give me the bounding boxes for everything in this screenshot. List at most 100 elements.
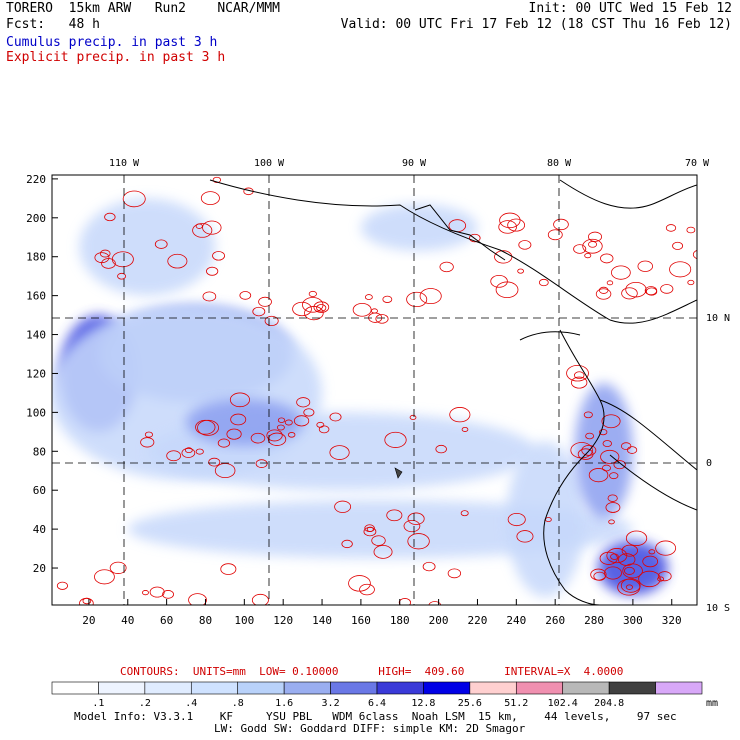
precip-contour	[371, 535, 386, 546]
precip-contour	[407, 533, 430, 550]
precip-contour	[329, 412, 342, 422]
y-tick-label: 220	[26, 173, 46, 186]
precip-contour	[507, 218, 526, 232]
precip-contour	[287, 432, 296, 438]
precip-contour	[582, 238, 603, 254]
precip-contour	[184, 447, 193, 454]
precip-contour	[382, 295, 393, 303]
colorbar-swatch	[190, 681, 239, 695]
colorbar-label: 12.8	[411, 698, 435, 709]
precip-contour	[581, 444, 597, 456]
precip-contour	[692, 249, 697, 260]
colorbar-label: 51.2	[504, 698, 528, 709]
precip-contour	[601, 414, 621, 429]
precip-contour	[687, 279, 695, 286]
precip-contour	[144, 431, 153, 438]
precip-contour	[276, 424, 285, 431]
longitude-label: 90 W	[402, 158, 427, 169]
precip-contour	[229, 392, 250, 408]
precip-contour	[188, 607, 195, 612]
precip-contour	[439, 261, 454, 273]
precip-contour	[626, 446, 638, 454]
precip-contour	[403, 519, 421, 533]
precip-contour	[318, 425, 330, 434]
precip-contour	[600, 253, 614, 264]
precip-contour	[601, 464, 611, 472]
precip-contour	[607, 494, 618, 502]
precip-contour	[428, 601, 442, 605]
colorbar-swatch	[283, 681, 331, 695]
x-tick-label: 200	[429, 614, 449, 627]
precip-contour	[366, 526, 374, 532]
cumulus-blob	[574, 383, 633, 520]
precip-contour	[517, 268, 525, 274]
precip-contour	[195, 223, 203, 229]
precip-contour	[644, 286, 658, 296]
precip-contour	[604, 566, 622, 580]
y-tick-label: 140	[26, 329, 46, 342]
precip-contour	[101, 258, 116, 269]
colorbar-swatch	[515, 681, 564, 695]
precip-contour	[621, 544, 638, 557]
precip-contour	[625, 584, 634, 590]
precip-contour	[657, 576, 665, 582]
precip-contour	[348, 575, 371, 592]
colorbar-swatch	[51, 681, 99, 695]
precip-contour	[154, 239, 168, 249]
colorbar-swatch	[237, 681, 285, 695]
precip-contour	[94, 569, 115, 585]
contours-info: CONTOURS: UNITS=mm LOW= 0.10000 HIGH= 40…	[120, 665, 624, 678]
colorbar-swatch	[655, 681, 703, 695]
colorbar-swatch	[608, 681, 656, 695]
cumulus-blob	[127, 499, 633, 559]
precip-contour	[303, 408, 315, 417]
precip-contour	[665, 224, 677, 232]
longitude-label: 110 W	[109, 158, 140, 169]
precip-contour	[608, 519, 615, 525]
cumulus-precip-layer	[52, 198, 668, 598]
precip-contour	[660, 284, 674, 294]
footer-model-info: Model Info: V3.3.1 KF YSU PBL WDM 6class…	[74, 710, 677, 723]
x-tick-label: 220	[468, 614, 488, 627]
precip-contour	[447, 568, 462, 579]
precip-contour	[202, 291, 217, 302]
precip-contour	[625, 530, 648, 546]
y-tick-label: 160	[26, 290, 46, 303]
x-tick-label: 320	[662, 614, 682, 627]
colorbar-swatch	[423, 681, 471, 695]
precip-contour	[669, 261, 692, 278]
x-tick-label: 280	[584, 614, 604, 627]
precip-contour	[620, 578, 641, 593]
precip-contour	[226, 428, 242, 440]
precip-contour	[162, 590, 174, 599]
x-tick-label: 260	[545, 614, 565, 627]
precip-contour	[230, 413, 247, 426]
precip-contour	[460, 510, 469, 517]
precip-contour	[494, 250, 513, 264]
precip-contour	[293, 415, 310, 427]
precip-contour	[584, 252, 592, 259]
latitude-label: 10 S	[706, 603, 730, 614]
precip-contour	[258, 296, 272, 307]
precip-contour	[264, 315, 279, 327]
precip-contour	[638, 570, 661, 588]
precip-contour	[267, 432, 287, 446]
precip-contour	[613, 460, 626, 470]
precip-contour	[341, 539, 353, 549]
y-tick-label: 60	[33, 484, 46, 497]
x-tick-label: 20	[82, 614, 95, 627]
precip-contour	[329, 445, 350, 460]
precip-contour	[419, 288, 442, 305]
precip-contour	[364, 294, 373, 300]
precip-contour	[371, 308, 378, 314]
longitude-label: 80 W	[547, 158, 572, 169]
precip-contour	[538, 278, 549, 287]
precip-contour	[588, 468, 609, 483]
precip-contour	[252, 306, 266, 317]
precip-contour	[375, 314, 389, 324]
precip-contour	[308, 290, 317, 298]
precip-contour	[140, 437, 155, 448]
precip-contour	[590, 568, 607, 581]
precip-contour	[599, 429, 608, 436]
precip-contour	[598, 286, 609, 294]
